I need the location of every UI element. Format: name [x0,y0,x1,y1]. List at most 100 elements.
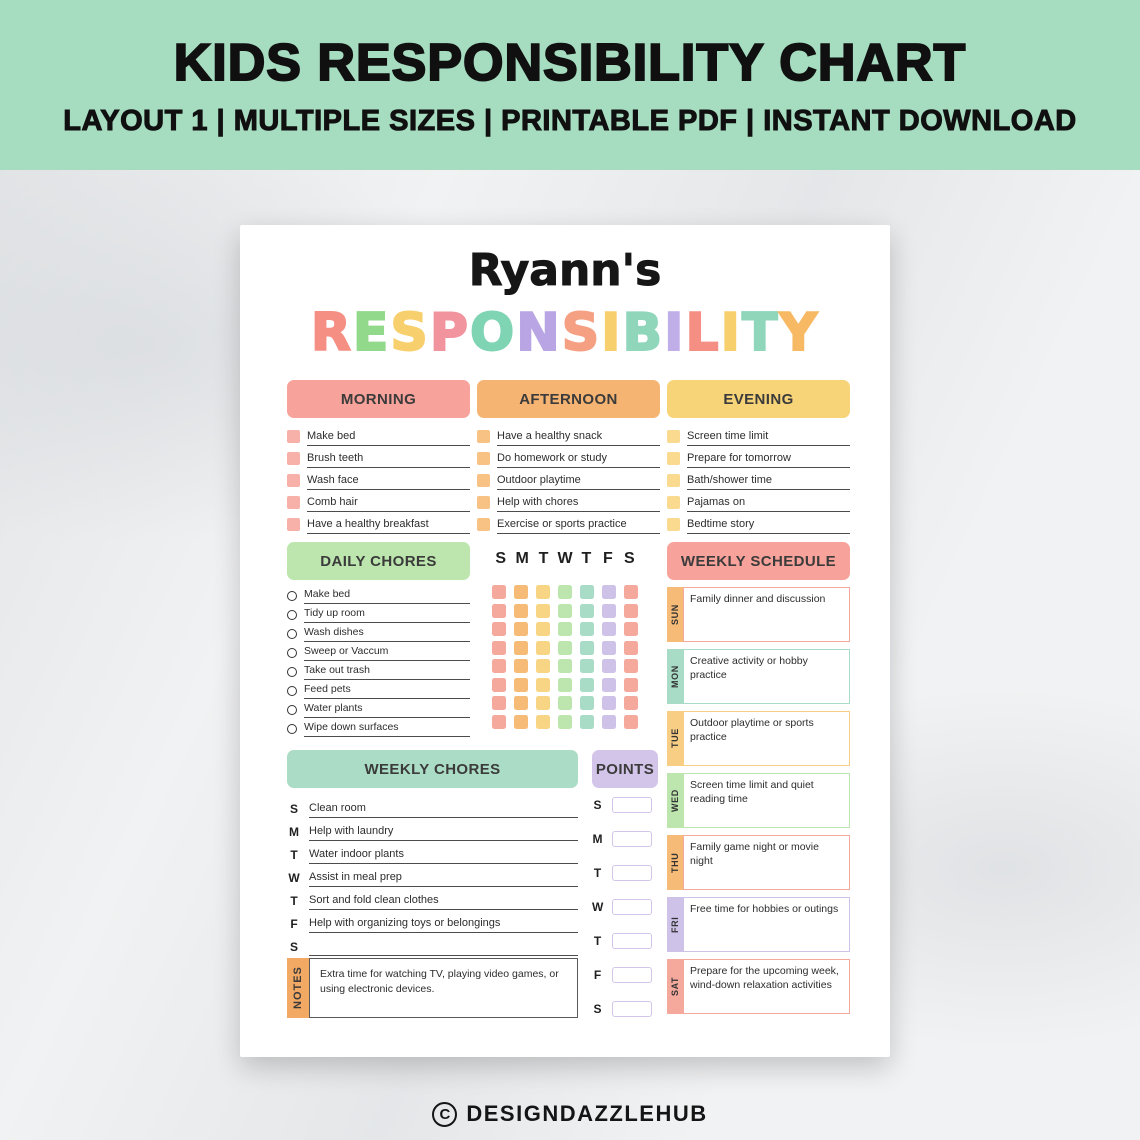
banner-subtitle: LAYOUT 1 | MULTIPLE SIZES | PRINTABLE PD… [63,104,1077,137]
points-day-letter: W [592,900,604,914]
weekly-entry-text: Family game night or movie night [683,835,850,890]
checklist-label: Bath/shower time [687,474,850,490]
checklist-label: Prepare for tomorrow [687,452,850,468]
habit-tracker-cell [514,585,528,599]
points-day-letter: F [593,968,602,982]
weekly-chores-list: S Clean room M Help with laundry T Water indo… [287,795,578,956]
daily-chore-item: Make bed [287,585,470,604]
habit-tracker-cell [580,585,594,599]
circle-bullet-icon [287,705,297,715]
habit-tracker-cell [492,622,506,636]
daily-chore-label: Wipe down surfaces [304,722,470,737]
habit-tracker-cell [624,677,638,692]
points-row: S [592,797,658,813]
habit-tracker-cell [536,659,550,673]
habit-tracker-cell [536,640,550,655]
checkbox-square-icon [477,518,490,531]
checklist-label: Make bed [307,430,470,446]
circle-bullet-icon [287,686,297,696]
title-letter: I [600,303,623,363]
weekly-schedule-entry: SUN Family dinner and discussion [667,587,850,642]
checklist-item: Wash face [287,468,470,490]
habit-day-letter: S [623,550,635,567]
points-day-letter: S [593,1002,602,1016]
checklist-item: Brush teeth [287,446,470,468]
habit-tracker-cell [602,585,616,599]
habit-tracker-cell [624,696,638,710]
circle-bullet-icon [287,591,297,601]
habit-tracker-cell [558,585,572,599]
evening-header: EVENING [667,380,850,418]
checklist-item: Bath/shower time [667,468,850,490]
checklist-item: Help with chores [477,490,660,512]
checklist-item: Make bed [287,424,470,446]
checklist-item: Bedtime story [667,512,850,534]
checklist-label: Comb hair [307,496,470,512]
title-letter: O [469,303,517,363]
habit-tracker-cell [492,659,506,673]
habit-day-letter: T [538,550,549,567]
daily-chore-item: Tidy up room [287,604,470,623]
habit-tracker-cell [624,714,638,729]
habit-tracker-cell [536,696,550,710]
habit-tracker-cell [536,603,550,618]
title-letter: I [663,303,686,363]
points-day-letter: M [592,832,603,846]
habit-tracker-cell [624,585,638,599]
title-letter: T [741,303,780,363]
responsibility-title: RESPONSIBILITY [240,306,890,360]
habit-tracker-cell [514,677,528,692]
checklist-label: Bedtime story [687,518,850,534]
habit-day-letter: W [557,550,573,567]
weekly-chore-item: M Help with laundry [287,818,578,841]
weekly-entry-text: Screen time limit and quiet reading time [683,773,850,828]
daily-chore-item: Sweep or Vaccum [287,642,470,661]
points-row: T [592,933,658,949]
daily-chore-label: Feed pets [304,684,470,699]
habit-tracker-cell [624,659,638,673]
checklist-item: Prepare for tomorrow [667,446,850,468]
weekly-day-tab: THU [667,835,683,890]
weekly-chore-day-letter: T [290,894,298,908]
checklist-label: Brush teeth [307,452,470,468]
checkbox-square-icon [667,496,680,509]
checkbox-square-icon [287,518,300,531]
habit-tracker-cell [602,677,616,692]
weekly-chore-label: Clean room [309,802,578,818]
evening-checklist: Screen time limit Prepare for tomorrow Bat… [667,424,850,534]
promo-banner: KIDS RESPONSIBILITY CHART LAYOUT 1 | MUL… [0,0,1140,170]
checkbox-square-icon [287,452,300,465]
weekly-chore-item: T Sort and fold clean clothes [287,887,578,910]
weekly-day-tab: FRI [667,897,683,952]
afternoon-checklist: Have a healthy snack Do homework or study… [477,424,660,534]
points-row: F [592,967,658,983]
circle-bullet-icon [287,724,297,734]
habit-tracker-cell [602,622,616,636]
habit-tracker-cell [514,696,528,710]
points-row: T [592,865,658,881]
habit-tracker-cell [558,659,572,673]
habit-tracker-cell [492,696,506,710]
points-entry-box [612,967,652,983]
banner-title: KIDS RESPONSIBILITY CHART [173,33,967,93]
habit-tracker-cell [536,714,550,729]
checkbox-square-icon [287,430,300,443]
habit-tracker-cell [624,640,638,655]
weekly-chores-header: WEEKLY CHORES [287,750,578,788]
title-letter: B [622,303,665,363]
weekly-chore-label: Help with laundry [309,825,578,841]
weekly-day-tab: TUE [667,711,683,766]
habit-tracker-cell [536,622,550,636]
habit-tracker-cell [492,585,506,599]
brand-name: DESIGNDAZZLEHUB [466,1101,708,1126]
title-letter: R [310,303,353,363]
daily-chore-item: Take out trash [287,661,470,680]
checklist-item: Comb hair [287,490,470,512]
weekly-chore-day-letter: W [288,871,300,885]
habit-tracker-cell [602,603,616,618]
notes-section: NOTES Extra time for watching TV, playin… [287,958,578,1018]
afternoon-header: AFTERNOON [477,380,660,418]
habit-tracker-cell [558,640,572,655]
checklist-item: Pajamas on [667,490,850,512]
